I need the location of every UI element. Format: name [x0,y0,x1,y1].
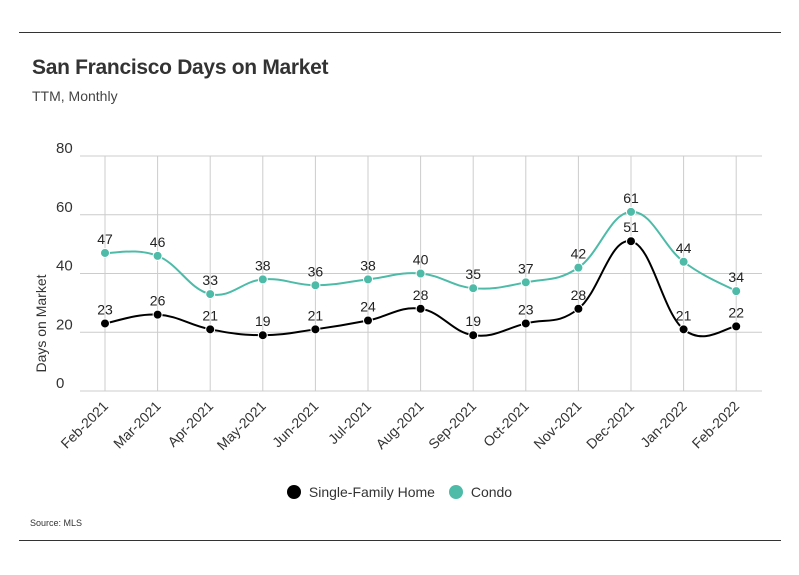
data-label-condo: 34 [728,269,744,285]
data-label-single-family: 21 [308,307,324,323]
data-point-condo [415,268,426,279]
legend-swatch-single-family [286,485,301,499]
legend-item-condo: Condo [448,484,513,500]
y-axis-label: Days on Market [33,274,49,372]
data-label-single-family: 21 [676,307,692,323]
data-label-condo: 42 [571,246,587,262]
data-point-single-family [468,330,479,341]
data-label-single-family: 28 [571,287,587,303]
x-tick-label: Jan-2022 [637,398,690,451]
chart-subtitle: TTM, Monthly [32,88,118,104]
x-tick-label: May-2021 [214,398,269,453]
x-tick-label: Sep-2021 [425,398,479,452]
data-label-single-family: 28 [413,287,429,303]
data-label-condo: 44 [676,240,692,256]
source-note: Source: MLS [30,518,83,528]
legend: Single-Family Home Condo [0,484,799,502]
x-tick-label: Mar-2021 [110,398,164,452]
data-point-single-family [205,324,216,335]
data-point-single-family [573,303,584,314]
data-label-condo: 36 [308,263,324,279]
data-point-single-family [415,303,426,314]
data-point-condo [573,262,584,273]
x-tick-label: Dec-2021 [583,398,637,452]
data-label-condo: 35 [465,266,481,282]
data-point-condo [205,289,216,300]
data-label-single-family: 23 [97,301,113,317]
data-point-condo [363,274,373,285]
data-point-condo [626,206,636,217]
data-point-condo [731,286,742,297]
data-point-single-family [678,324,689,335]
data-point-single-family [520,318,531,329]
legend-swatch-condo [448,485,463,499]
data-label-single-family: 23 [518,301,534,317]
data-label-condo: 46 [150,234,166,250]
data-point-condo [100,247,110,258]
x-tick-label: Feb-2022 [689,398,743,452]
data-label-condo: 61 [623,190,639,206]
data-point-single-family [731,321,742,332]
data-label-single-family: 19 [255,313,271,329]
legend-item-single-family: Single-Family Home [286,484,435,500]
data-label-single-family: 22 [728,304,744,320]
bottom-rule [19,540,781,541]
legend-label-single-family: Single-Family Home [308,484,435,500]
data-point-single-family [363,315,373,326]
y-tick-label: 40 [56,258,73,275]
data-point-condo [468,283,479,294]
data-label-single-family: 26 [150,293,166,309]
y-tick-label: 0 [56,375,64,392]
data-point-condo [310,280,321,291]
data-label-condo: 47 [97,231,113,247]
x-tick-label: Apr-2021 [164,398,216,450]
data-point-condo [152,250,163,261]
data-label-condo: 37 [518,260,534,276]
data-point-single-family [152,309,163,320]
data-label-condo: 38 [255,257,271,273]
data-label-single-family: 24 [360,299,376,315]
data-label-condo: 33 [202,272,218,288]
x-tick-label: Oct-2021 [480,398,532,450]
data-point-single-family [257,330,268,341]
data-point-single-family [310,324,321,335]
x-tick-label: Jul-2021 [325,398,374,447]
chart-title: San Francisco Days on Market [32,56,329,79]
x-tick-label: Nov-2021 [530,398,584,452]
data-label-condo: 38 [360,257,376,273]
data-point-condo [678,256,689,267]
legend-label-condo: Condo [470,484,513,500]
data-label-single-family: 19 [465,313,481,329]
data-label-single-family: 51 [623,219,639,235]
x-tick-label: Jun-2021 [269,398,322,451]
x-tick-label: Aug-2021 [372,398,426,452]
data-point-single-family [100,318,110,329]
data-point-condo [257,274,268,285]
data-label-single-family: 21 [202,307,218,323]
data-point-condo [520,277,531,288]
data-point-single-family [626,236,636,247]
y-tick-label: 60 [56,199,73,216]
data-label-condo: 40 [413,252,429,268]
x-tick-label: Feb-2021 [57,398,111,452]
y-tick-label: 80 [56,140,73,157]
top-rule [19,32,781,33]
y-tick-label: 20 [56,316,73,333]
